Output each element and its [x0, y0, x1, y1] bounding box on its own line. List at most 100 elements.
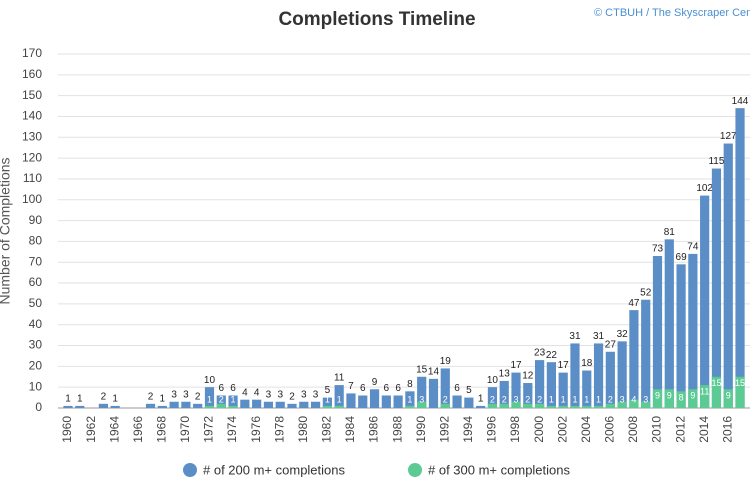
data-label: 9	[667, 391, 672, 401]
data-label: 144	[732, 96, 749, 107]
bar	[582, 370, 592, 408]
data-label: 22	[546, 350, 558, 361]
x-tick-label: 2002	[555, 416, 569, 443]
x-tick-label: 1972	[202, 416, 216, 443]
y-tick-label: 150	[22, 88, 42, 102]
data-label: 3	[266, 389, 272, 400]
bar	[652, 255, 663, 408]
bar	[204, 387, 215, 408]
data-label: 31	[569, 331, 581, 342]
bar	[723, 143, 733, 408]
bar	[641, 401, 651, 408]
data-label: 31	[593, 331, 605, 342]
bar	[735, 376, 745, 408]
bar	[193, 403, 203, 408]
y-tick-label: 90	[29, 213, 43, 227]
bar	[346, 393, 356, 408]
bar	[405, 405, 415, 408]
bar	[641, 299, 651, 408]
data-label: 6	[454, 383, 460, 394]
data-label: 6	[230, 383, 236, 394]
data-label: 6	[384, 383, 390, 394]
bar	[605, 403, 615, 408]
data-label: 127	[720, 131, 737, 142]
data-label: 4	[242, 387, 248, 398]
data-label: 5	[325, 385, 331, 396]
y-tick-label: 0	[35, 400, 42, 414]
x-tick-label: 1966	[131, 416, 145, 443]
data-label: 18	[581, 358, 593, 369]
y-tick-label: 130	[22, 129, 42, 143]
bar	[98, 403, 108, 408]
bar	[310, 401, 321, 408]
bar	[299, 401, 309, 408]
bar	[664, 389, 674, 408]
data-label: 32	[617, 329, 629, 340]
bar	[63, 405, 73, 408]
y-axis-label: Number of Completions	[0, 157, 13, 304]
data-label: 14	[428, 366, 440, 377]
y-tick-label: 80	[29, 234, 43, 248]
data-label: 13	[499, 369, 511, 380]
data-label: 5	[466, 385, 472, 396]
y-tick-label: 50	[29, 296, 43, 310]
data-label: 15	[711, 378, 721, 388]
bar	[228, 395, 238, 408]
bar	[369, 389, 380, 408]
y-tick-label: 100	[22, 192, 42, 206]
bar	[216, 395, 226, 408]
data-label: 11	[700, 386, 709, 396]
x-tick-label: 2012	[673, 416, 687, 443]
data-label: 2	[525, 394, 530, 404]
bar	[629, 399, 639, 408]
x-tick-label: 1992	[437, 416, 451, 443]
data-label: 9	[690, 391, 695, 401]
x-tick-label: 1974	[225, 416, 239, 443]
data-label: 1	[65, 394, 71, 405]
data-label: 1	[77, 394, 83, 405]
bar	[605, 351, 615, 408]
y-tick-label: 160	[22, 67, 42, 81]
bar	[617, 401, 627, 408]
x-tick-label: 1988	[390, 416, 404, 443]
bar	[393, 395, 403, 408]
x-tick-label: 2000	[532, 416, 546, 443]
x-tick-label: 2010	[650, 416, 664, 443]
data-label: 3	[313, 389, 319, 400]
data-label: 69	[676, 252, 688, 263]
y-tick-label: 170	[22, 46, 42, 60]
data-label: 1	[549, 394, 554, 404]
x-tick-label: 1998	[508, 416, 522, 443]
data-label: 102	[696, 183, 713, 194]
bar	[735, 108, 745, 408]
data-label: 1	[231, 394, 236, 404]
x-tick-label: 1968	[154, 416, 168, 443]
x-tick-label: 1970	[178, 416, 192, 443]
x-tick-label: 1984	[343, 416, 357, 443]
x-tick-label: 1962	[84, 416, 98, 443]
data-label: 15	[735, 378, 745, 388]
data-label: 9	[372, 377, 378, 388]
data-label: 2	[502, 394, 507, 404]
data-label: 52	[640, 287, 652, 298]
y-tick-label: 70	[29, 254, 43, 268]
x-tick-label: 1986	[367, 416, 381, 443]
data-label: 10	[204, 375, 216, 386]
data-label: 1	[407, 394, 412, 404]
bar	[157, 405, 167, 408]
data-label: 3	[514, 394, 519, 404]
data-label: 8	[407, 379, 413, 390]
bar	[440, 368, 450, 408]
bar	[711, 376, 722, 408]
data-label: 3	[171, 389, 177, 400]
data-label: 73	[652, 244, 664, 255]
legend-label: # of 200 m+ completions	[203, 462, 345, 477]
bar	[216, 403, 226, 408]
x-tick-label: 1996	[485, 416, 499, 443]
data-label: 23	[534, 348, 546, 359]
data-label: 1	[160, 394, 166, 405]
data-label: 2	[490, 394, 495, 404]
bar	[110, 405, 120, 408]
bar	[570, 343, 580, 408]
x-tick-label: 1994	[461, 416, 475, 443]
